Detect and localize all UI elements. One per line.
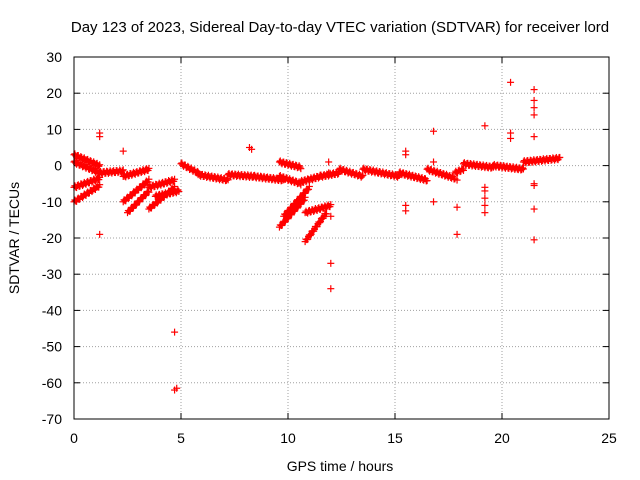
data-point — [285, 207, 293, 215]
data-point — [294, 197, 302, 205]
x-tick-label: 20 — [494, 430, 510, 446]
plot-frame — [73, 56, 610, 420]
data-point — [296, 163, 304, 171]
x-tick-label: 25 — [601, 430, 617, 446]
data-point — [327, 212, 335, 220]
data-point — [507, 78, 515, 86]
data-marks — [70, 78, 564, 394]
data-point — [96, 230, 104, 238]
data-point — [530, 86, 538, 94]
data-point — [119, 166, 127, 174]
data-point — [459, 166, 467, 174]
x-tick-label: 10 — [280, 430, 296, 446]
y-tick-label: -40 — [42, 302, 62, 318]
x-tick-label: 5 — [177, 430, 185, 446]
data-point — [453, 176, 461, 184]
data-point — [281, 218, 289, 226]
data-point — [530, 104, 538, 112]
x-axis-label: GPS time / hours — [287, 458, 394, 474]
data-point — [530, 182, 538, 190]
grid — [74, 57, 609, 419]
data-point — [481, 201, 489, 209]
data-point — [327, 285, 335, 293]
data-point — [519, 165, 527, 173]
data-point — [318, 214, 326, 222]
data-point — [171, 175, 179, 183]
data-point — [530, 96, 538, 104]
data-point — [171, 386, 179, 394]
data-point — [138, 195, 146, 203]
data-point — [402, 151, 410, 159]
data-point — [174, 186, 182, 194]
data-point — [295, 162, 303, 170]
data-point — [327, 201, 335, 209]
data-point — [481, 187, 489, 195]
y-tick-label: -60 — [42, 375, 62, 391]
data-point — [141, 192, 149, 200]
data-point — [481, 194, 489, 202]
data-point — [402, 207, 410, 215]
x-tick-label: 15 — [387, 430, 403, 446]
data-point — [530, 133, 538, 141]
data-point — [530, 111, 538, 119]
y-axis-label: SDTVAR / TECUs — [6, 182, 22, 294]
data-point — [287, 203, 295, 211]
data-point — [323, 210, 331, 218]
data-point — [94, 161, 102, 169]
data-point — [95, 162, 103, 170]
data-point — [316, 219, 324, 227]
data-point — [96, 133, 104, 141]
data-point — [118, 167, 126, 175]
data-point — [530, 205, 538, 213]
y-tick-label: -20 — [42, 230, 62, 246]
data-point — [507, 134, 515, 142]
data-point — [481, 122, 489, 130]
data-point — [453, 230, 461, 238]
data-point — [430, 158, 438, 166]
y-tick-label: 30 — [46, 49, 62, 65]
y-tick-label: 10 — [46, 121, 62, 137]
data-point — [358, 172, 366, 180]
data-point — [283, 214, 291, 222]
data-point — [459, 165, 467, 173]
chart-title: Day 123 of 2023, Sidereal Day-to-day VTE… — [71, 19, 609, 36]
data-point — [145, 175, 153, 183]
y-tick-label: -10 — [42, 194, 62, 210]
data-point — [171, 328, 179, 336]
data-point — [453, 203, 461, 211]
data-point — [96, 181, 104, 189]
y-tick-label: -50 — [42, 339, 62, 355]
data-point — [359, 171, 367, 179]
data-point — [423, 177, 431, 185]
data-point — [430, 198, 438, 206]
data-point — [327, 259, 335, 267]
data-point — [519, 164, 527, 172]
y-tick-label: 20 — [46, 85, 62, 101]
data-point — [325, 169, 333, 177]
data-point — [430, 127, 438, 135]
data-point — [481, 209, 489, 217]
data-point — [304, 235, 312, 243]
axis-ticks: 0 5 10 15 20 25 30 20 10 0 -10 -20 -30 -40 -50 -60 -70 — [42, 49, 617, 446]
data-point — [556, 153, 564, 161]
data-point — [248, 145, 256, 153]
data-point — [119, 147, 127, 155]
data-point — [143, 165, 151, 173]
y-tick-label: -30 — [42, 266, 62, 282]
data-point — [96, 161, 104, 169]
data-point — [129, 204, 137, 212]
data-point — [305, 182, 313, 190]
data-point — [306, 232, 314, 240]
y-tick-label: -70 — [42, 411, 62, 427]
data-point — [297, 165, 305, 173]
data-point — [325, 158, 333, 166]
x-tick-label: 0 — [70, 430, 78, 446]
data-point — [530, 236, 538, 244]
data-point — [175, 188, 183, 196]
y-tick-label: 0 — [54, 158, 62, 174]
